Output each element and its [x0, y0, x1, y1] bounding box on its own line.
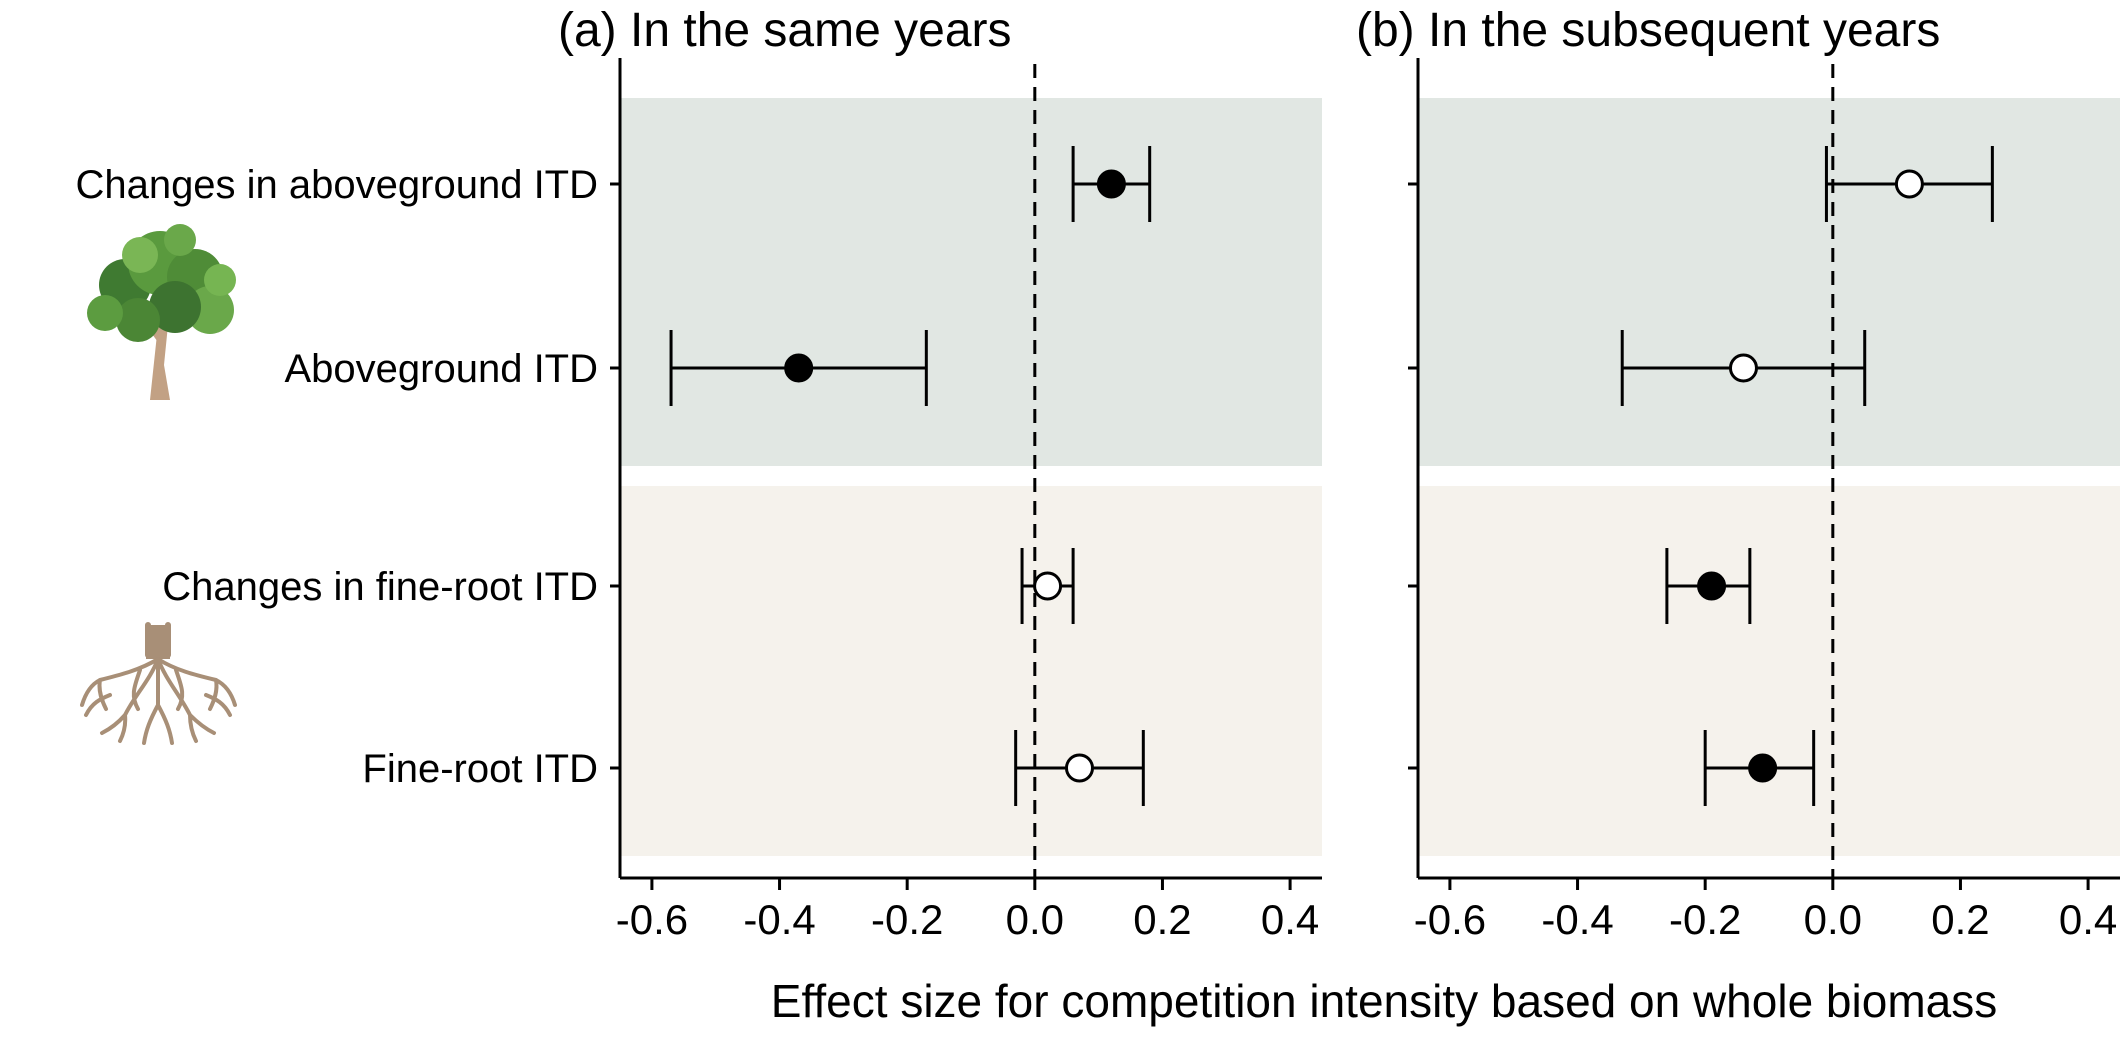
- panel-title: (b) In the subsequent years: [1356, 4, 1940, 57]
- tree-icon: [87, 224, 236, 400]
- roots-icon: [80, 622, 237, 745]
- point-estimate: [1697, 571, 1727, 601]
- group-band: [620, 98, 1322, 466]
- x-tick-label: -0.2: [871, 896, 943, 943]
- point-estimate: [1894, 169, 1924, 199]
- x-tick-label: 0.0: [1006, 896, 1064, 943]
- point-estimate: [1748, 753, 1778, 783]
- group-band: [620, 486, 1322, 856]
- x-tick-label: -0.4: [1541, 896, 1613, 943]
- row-labels-layer: Changes in aboveground ITD Aboveground IT…: [75, 163, 598, 791]
- group-band: [1418, 98, 2120, 466]
- x-tick-label: 0.2: [1133, 896, 1191, 943]
- x-axis-label: Effect size for competition intensity ba…: [771, 975, 1997, 1027]
- x-tick-label: -0.2: [1669, 896, 1741, 943]
- x-tick-label: 0.0: [1804, 896, 1862, 943]
- row-label: Changes in fine-root ITD: [162, 565, 598, 609]
- x-tick-label: -0.4: [743, 896, 815, 943]
- point-estimate: [1064, 753, 1094, 783]
- x-tick-label: 0.4: [1261, 896, 1319, 943]
- point-estimate: [784, 353, 814, 383]
- row-label: Changes in aboveground ITD: [75, 163, 598, 207]
- point-estimate: [1033, 571, 1063, 601]
- panels-layer: -0.6 -0.4 -0.2 0.0 0.2 0.4 (a) In the same yea…: [558, 4, 2120, 943]
- x-tick-label: -0.6: [1414, 896, 1486, 943]
- x-tick-label: 0.2: [1931, 896, 1989, 943]
- point-estimate: [1096, 169, 1126, 199]
- panel: -0.6 -0.4 -0.2 0.0 0.2 0.4 (b) In the subseque…: [1356, 4, 2120, 943]
- group-band: [1418, 486, 2120, 856]
- x-tick-label: 0.4: [2059, 896, 2117, 943]
- point-estimate: [1728, 353, 1758, 383]
- row-label: Aboveground ITD: [284, 347, 598, 391]
- x-tick-label: -0.6: [616, 896, 688, 943]
- row-label: Fine-root ITD: [362, 747, 598, 791]
- panel-title: (a) In the same years: [558, 4, 1012, 57]
- panel: -0.6 -0.4 -0.2 0.0 0.2 0.4 (a) In the same yea…: [558, 4, 1322, 943]
